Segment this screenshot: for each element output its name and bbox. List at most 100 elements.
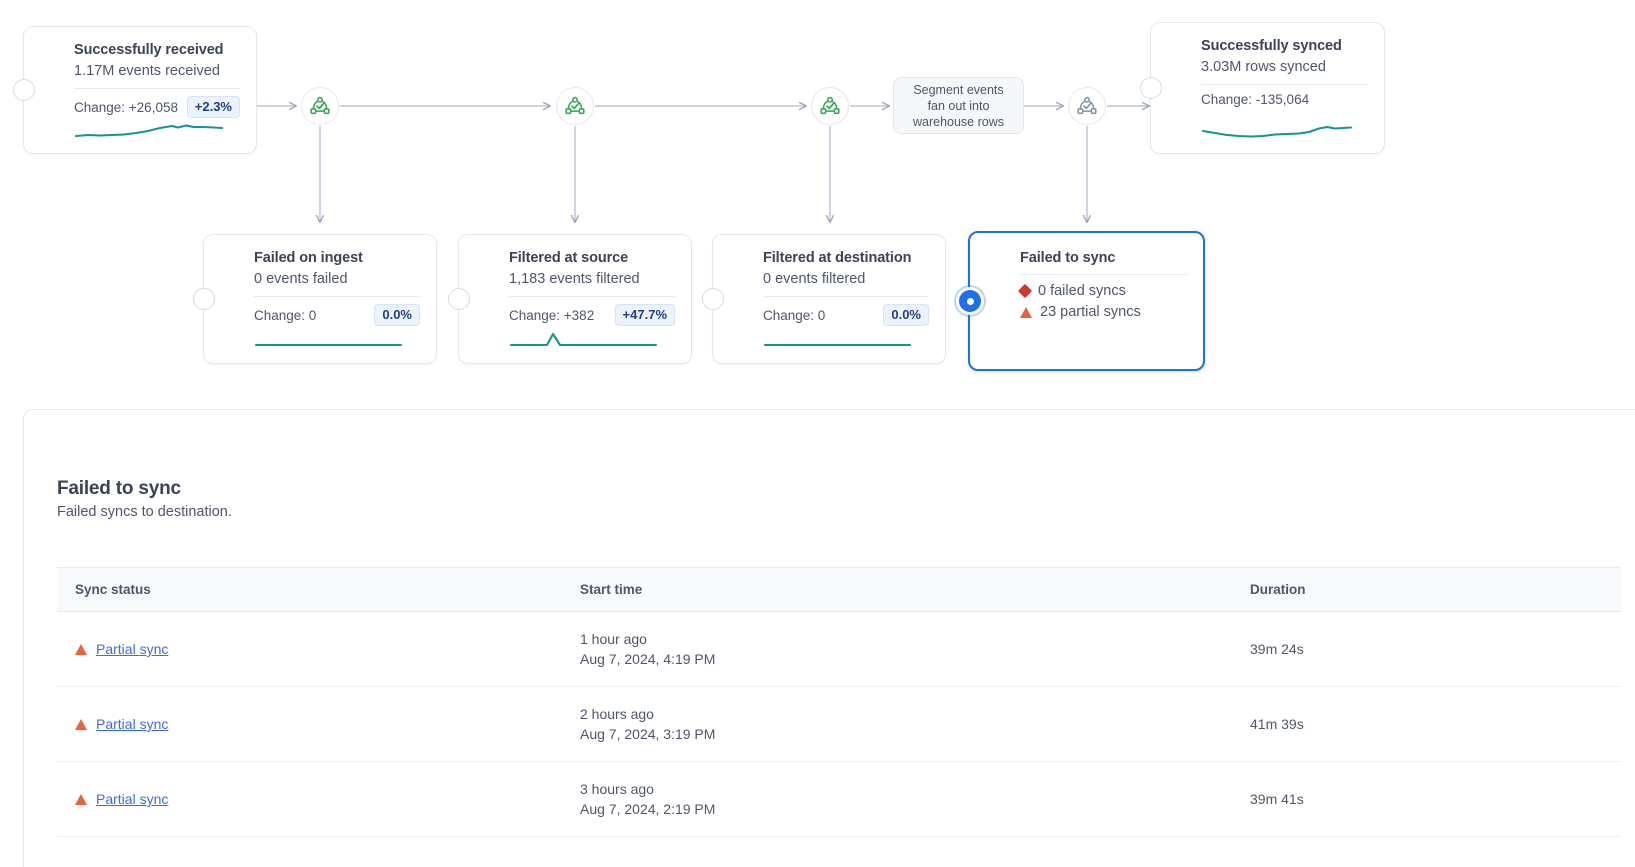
start-time-relative: 1 hour ago (580, 631, 647, 647)
metric-card-radio-failed-to-sync[interactable] (959, 290, 981, 312)
metric-card-failed-to-sync[interactable]: Failed to sync 0 failed syncs 23 partial… (959, 231, 1205, 371)
cell-start-time: 2 hours ago Aug 7, 2024, 3:19 PM (562, 686, 1232, 762)
metric-card-radio-successfully-received[interactable] (13, 79, 35, 101)
fan-out-note-line-1: Segment events (913, 82, 1004, 97)
sync-status-link[interactable]: Partial sync (96, 791, 169, 807)
table-body: Partial sync 1 hour ago Aug 7, 2024, 4:1… (57, 611, 1621, 837)
metric-card-badge: 0.0% (374, 304, 420, 326)
metric-card-subtitle: 3.03M rows synced (1201, 59, 1326, 75)
start-time-absolute: Aug 7, 2024, 3:19 PM (580, 726, 716, 742)
column-header-sync-status[interactable]: Sync status (57, 567, 562, 612)
metric-card-title: Successfully received (74, 42, 224, 58)
metric-card-radio-filtered-at-destination[interactable] (702, 288, 724, 310)
metric-card-successfully-synced[interactable]: Successfully synced 3.03M rows synced Ch… (1140, 22, 1385, 154)
metric-card-radio-failed-on-ingest[interactable] (193, 288, 215, 310)
fan-out-note-line-2: fan out into (927, 98, 990, 113)
cell-sync-status: Partial sync (57, 686, 562, 762)
metric-card-badge: +47.7% (614, 304, 675, 326)
metric-card-subtitle: 1.17M events received (74, 63, 220, 79)
metric-card-change: Change: +26,058 (74, 99, 178, 115)
warning-triangle-icon (75, 643, 87, 655)
metric-card-footer: Change: +382 +47.7% (509, 304, 675, 326)
flow-connectors (257, 0, 1635, 400)
detail-panel: Failed to sync Failed syncs to destinati… (23, 409, 1635, 867)
panel-description: Failed syncs to destination. (57, 504, 232, 520)
sync-status-link[interactable]: Partial sync (96, 641, 169, 657)
pipeline-check-icon (310, 96, 330, 115)
divider (1020, 274, 1187, 275)
fan-out-note: Segment events fan out into warehouse ro… (893, 77, 1024, 134)
warning-triangle-icon (75, 793, 87, 805)
metric-card-change: Change: 0 (254, 307, 317, 323)
pipeline-check-icon-muted (1077, 96, 1097, 115)
warning-triangle-icon (75, 718, 87, 730)
divider (254, 296, 420, 297)
sparkline-failed-on-ingest (254, 343, 403, 347)
cell-sync-status: Partial sync (57, 761, 562, 837)
metric-card-badge: 0.0% (883, 304, 929, 326)
diamond-icon (1017, 283, 1033, 299)
sparkline-filtered-at-destination (763, 343, 912, 347)
failed-syncs-table: Sync status Start time Duration Partial … (57, 567, 1621, 837)
metric-card-badge: +2.3% (186, 96, 240, 118)
pipeline-check-icon (565, 96, 585, 115)
metric-card-title: Successfully synced (1201, 38, 1342, 54)
divider (1201, 84, 1368, 85)
metric-card-filtered-at-destination[interactable]: Filtered at destination 0 events filtere… (702, 234, 946, 364)
pipeline-flow-diagram: Successfully received 1.17M events recei… (0, 0, 1635, 400)
pipeline-node-3[interactable] (811, 87, 849, 125)
legend-partial-syncs: 23 partial syncs (1020, 302, 1187, 322)
metric-card-subtitle: 0 events filtered (763, 271, 866, 287)
sync-status-link[interactable]: Partial sync (96, 716, 169, 732)
metric-card-title: Failed on ingest (254, 250, 363, 266)
sparkline-filtered-at-source (509, 332, 658, 347)
metric-card-change: Change: -135,064 (1201, 92, 1310, 107)
metric-card-subtitle: 0 events failed (254, 271, 348, 287)
metric-card-title: Filtered at destination (763, 250, 912, 266)
metric-card-successfully-received[interactable]: Successfully received 1.17M events recei… (13, 26, 257, 154)
metric-card-radio-successfully-synced[interactable] (1140, 77, 1162, 99)
metric-card-footer: Change: -135,064 (1201, 92, 1368, 107)
metric-card-subtitle: 1,183 events filtered (509, 271, 640, 287)
divider (509, 296, 675, 297)
metric-card-footer: Change: 0 0.0% (763, 304, 929, 326)
table-header-row: Sync status Start time Duration (57, 567, 1621, 612)
cell-start-time: 1 hour ago Aug 7, 2024, 4:19 PM (562, 611, 1232, 687)
sparkline-successfully-synced (1201, 125, 1353, 138)
start-time-relative: 3 hours ago (580, 781, 654, 797)
table-row[interactable]: Partial sync 2 hours ago Aug 7, 2024, 3:… (57, 686, 1621, 762)
metric-card-radio-filtered-at-source[interactable] (448, 288, 470, 310)
metric-card-footer: Change: 0 0.0% (254, 304, 420, 326)
start-time-relative: 2 hours ago (580, 706, 654, 722)
fan-out-note-line-3: warehouse rows (912, 114, 1004, 129)
metric-card-filtered-at-source[interactable]: Filtered at source 1,183 events filtered… (448, 234, 692, 364)
panel-title: Failed to sync (57, 478, 181, 499)
divider (74, 88, 240, 89)
pipeline-check-icon (820, 96, 840, 115)
sparkline-successfully-received (74, 124, 224, 138)
divider (763, 296, 929, 297)
column-header-start-time[interactable]: Start time (562, 567, 1232, 612)
start-time-absolute: Aug 7, 2024, 2:19 PM (580, 801, 716, 817)
column-header-duration[interactable]: Duration (1232, 567, 1621, 612)
metric-card-title: Failed to sync (1020, 250, 1116, 266)
cell-start-time: 3 hours ago Aug 7, 2024, 2:19 PM (562, 761, 1232, 837)
start-time-absolute: Aug 7, 2024, 4:19 PM (580, 651, 716, 667)
metric-card-change: Change: +382 (509, 307, 595, 323)
metric-card-title: Filtered at source (509, 250, 629, 266)
cell-duration: 41m 39s (1232, 686, 1621, 762)
table-row[interactable]: Partial sync 1 hour ago Aug 7, 2024, 4:1… (57, 611, 1621, 687)
pipeline-node-1[interactable] (301, 87, 339, 125)
cell-duration: 39m 24s (1232, 611, 1621, 687)
metric-card-failed-on-ingest[interactable]: Failed on ingest 0 events failed Change:… (193, 234, 437, 364)
pipeline-node-2[interactable] (556, 87, 594, 125)
warning-triangle-icon (1020, 306, 1032, 318)
legend-failed-syncs: 0 failed syncs (1017, 281, 1187, 301)
metric-card-change: Change: 0 (763, 307, 826, 323)
cell-duration: 39m 41s (1232, 761, 1621, 837)
legend-label: 23 partial syncs (1040, 304, 1141, 320)
pipeline-node-4[interactable] (1068, 87, 1106, 125)
legend-label: 0 failed syncs (1038, 283, 1126, 299)
table-header: Sync status Start time Duration (57, 567, 1621, 612)
table-row[interactable]: Partial sync 3 hours ago Aug 7, 2024, 2:… (57, 761, 1621, 837)
